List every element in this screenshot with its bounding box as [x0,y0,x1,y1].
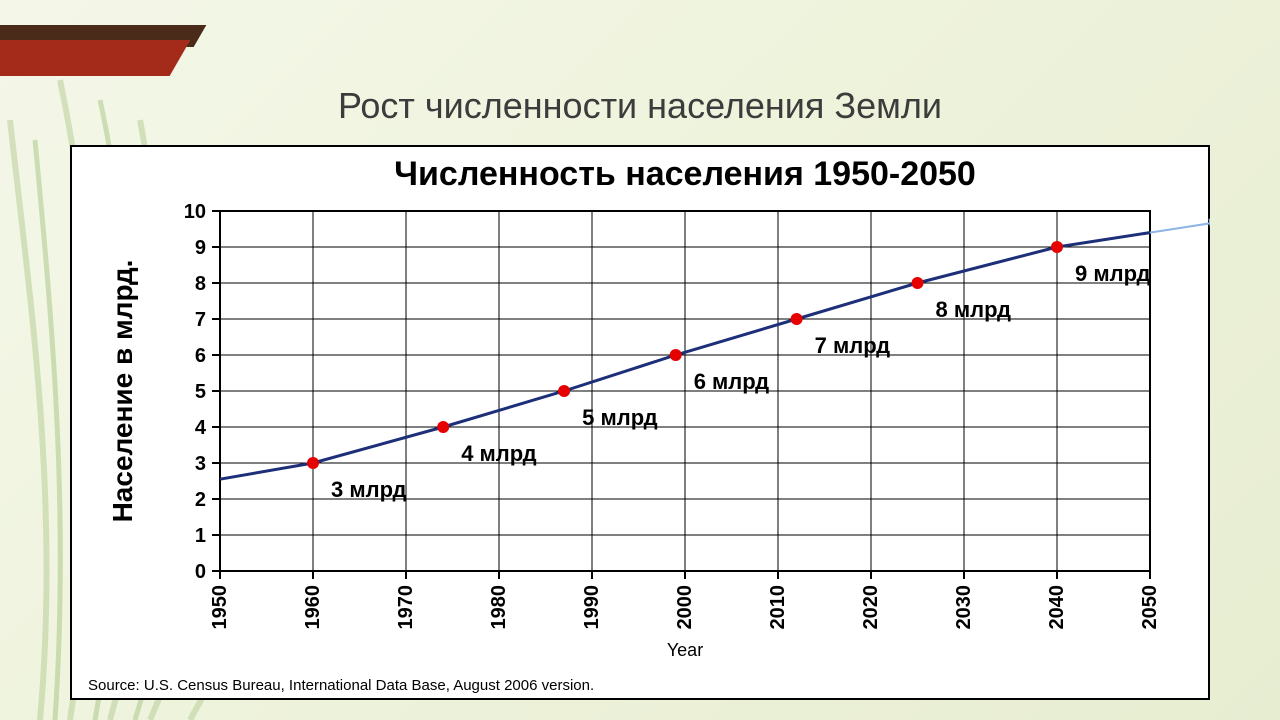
milestone-label: 4 млрд [461,441,536,466]
x-tick-label: 1950 [209,585,231,630]
milestone-marker [791,313,803,325]
chart-title: Численность населения 1950-2050 [394,155,976,193]
x-tick-label: 2010 [767,585,789,630]
y-tick-label: 5 [195,381,206,403]
page-title: Рост численности населения Земли [0,85,1280,127]
y-tick-label: 9 [195,237,206,259]
milestone-label: 5 млрд [582,405,657,430]
milestone-label: 9 млрд [1075,261,1150,286]
x-tick-label: 1960 [302,585,324,630]
y-tick-label: 1 [195,525,206,547]
milestone-label: 3 млрд [331,477,406,502]
x-tick-label: 2030 [953,585,975,630]
chart-source: Source: U.S. Census Bureau, Internationa… [88,677,594,694]
y-tick-label: 7 [195,309,206,331]
y-tick-label: 2 [195,489,206,511]
projection-arrow [1150,222,1210,233]
milestone-marker [437,421,449,433]
y-tick-label: 0 [195,561,206,583]
x-tick-label: 2050 [1139,585,1161,630]
milestone-marker [670,349,682,361]
population-chart: Численность населения 1950-2050195019601… [70,145,1210,700]
milestone-marker [307,457,319,469]
y-tick-label: 6 [195,345,206,367]
x-tick-label: 2040 [1046,585,1068,630]
x-tick-label: 2000 [674,585,696,630]
y-tick-label: 3 [195,453,206,475]
milestone-marker [912,277,924,289]
milestone-label: 7 млрд [815,333,890,358]
ribbon-red [0,40,190,76]
x-tick-label: 1980 [488,585,510,630]
x-tick-label: 2020 [860,585,882,630]
y-tick-label: 10 [184,201,206,223]
x-axis-label: Year [667,640,703,660]
chart-panel: Численность населения 1950-2050195019601… [70,145,1210,700]
y-tick-label: 4 [195,417,207,439]
x-tick-label: 1990 [581,585,603,630]
x-tick-label: 1970 [395,585,417,630]
milestone-marker [1051,241,1063,253]
milestone-label: 6 млрд [694,369,769,394]
y-axis-label: Население в млрд. [107,260,138,523]
slide: Рост численности населения Земли Численн… [0,0,1280,720]
milestone-label: 8 млрд [936,297,1011,322]
y-tick-label: 8 [195,273,206,295]
milestone-marker [558,385,570,397]
